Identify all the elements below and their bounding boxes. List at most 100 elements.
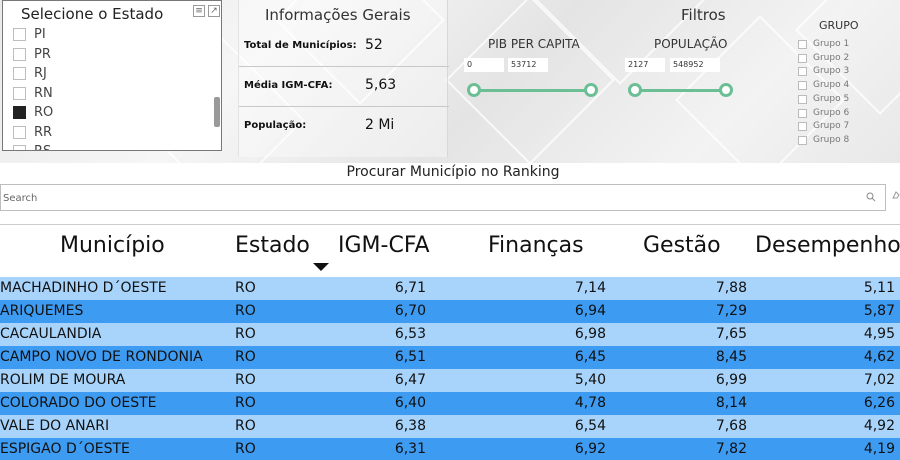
grupo-label: Grupo 7 [813,121,850,131]
info-panel: Informações Gerais Total de Municípios: … [238,0,449,157]
grupo-item-2[interactable]: Grupo 2 [798,53,849,63]
state-label: PR [34,46,51,62]
state-label: RJ [34,66,47,82]
filters-title: Filtros [681,6,726,24]
checkbox[interactable] [798,80,807,90]
info-value: 52 [365,37,383,53]
state-item-pr[interactable]: PR [13,45,213,65]
table-row[interactable]: MACHADINHO D´OESTE RO 6,71 7,14 7,88 5,1… [0,277,900,300]
state-item-ro[interactable]: RO [13,103,213,123]
checkbox-checked[interactable] [13,106,26,120]
state-list-scrollbar[interactable] [214,97,220,127]
checkbox[interactable] [798,39,807,49]
state-item-rs[interactable]: RS [13,142,213,150]
table-row[interactable]: COLORADO DO OESTE RO 6,40 4,78 8,14 6,26 [0,392,900,415]
state-slicer: Selecione o Estado ≡ ↗ PI PR RJ RN RO RR… [2,0,222,151]
table-row[interactable]: CAMPO NOVO DE RONDONIA RO 6,51 6,45 8,45… [0,346,900,369]
cell-desempenho: 7,02 [863,372,895,388]
header-gestao[interactable]: Gestão [643,233,721,258]
checkbox[interactable] [798,108,807,118]
checkbox[interactable] [798,66,807,76]
state-item-rr[interactable]: RR [13,123,213,143]
grupo-item-8[interactable]: Grupo 8 [798,135,849,145]
cell-financas: 6,94 [574,303,606,319]
info-value: 2 Mi [365,117,395,133]
cell-municipio: MACHADINHO D´OESTE [0,280,167,296]
cell-financas: 5,40 [574,372,606,388]
state-item-rj[interactable]: RJ [13,64,213,84]
sort-descending-icon[interactable] [313,263,329,271]
cell-municipio: CACAULANDIA [0,326,102,342]
pop-max-input[interactable]: 548952 [670,58,720,72]
header-estado[interactable]: Estado [235,233,310,258]
grupo-item-1[interactable]: Grupo 1 [798,39,849,49]
cell-desempenho: 4,62 [863,349,895,365]
pib-slider-track [474,89,592,92]
pib-max-input[interactable]: 53712 [508,58,548,72]
cell-desempenho: 6,26 [863,395,895,411]
pib-filter-label: PIB PER CAPITA [488,37,580,51]
table-row[interactable]: ARIQUEMES RO 6,70 6,94 7,29 5,87 [0,300,900,323]
cell-gestao: 7,82 [715,441,747,457]
checkbox[interactable] [798,135,807,145]
checkbox[interactable] [798,53,807,63]
cell-desempenho: 5,11 [863,280,895,296]
info-title: Informações Gerais [265,6,411,24]
clear-selection-icon[interactable]: ≡ [193,5,205,17]
table-row[interactable]: CACAULANDIA RO 6,53 6,98 7,65 4,95 [0,323,900,346]
header-desempenho[interactable]: Desempenho [755,233,900,258]
cell-gestao: 8,14 [715,395,747,411]
table-row[interactable]: VALE DO ANARI RO 6,38 6,54 7,68 4,92 [0,415,900,438]
cell-igm: 6,40 [394,395,426,411]
checkbox[interactable] [798,94,807,104]
cell-municipio: VALE DO ANARI [0,418,110,434]
pop-slider-min-handle[interactable] [628,83,642,97]
table-row[interactable]: ESPIGAO D´OESTE RO 6,31 6,92 7,82 4,19 [0,438,900,460]
pop-min-input[interactable]: 2127 [625,58,665,72]
cell-financas: 4,78 [574,395,606,411]
grupo-label: Grupo 6 [813,108,850,118]
focus-mode-icon[interactable]: ↗ [208,5,220,17]
grupo-item-5[interactable]: Grupo 5 [798,94,849,104]
search-icon[interactable] [866,192,876,202]
checkbox[interactable] [13,86,26,100]
header-municipio[interactable]: Município [60,233,165,258]
grupo-item-7[interactable]: Grupo 7 [798,121,849,131]
cell-gestao: 6,99 [715,372,747,388]
cell-municipio: ARIQUEMES [0,303,84,319]
checkbox[interactable] [798,121,807,131]
state-slicer-title: Selecione o Estado [21,5,164,23]
grupo-label: Grupo 2 [813,53,850,63]
pop-slider-track [635,89,727,92]
info-row-total: Total de Municípios: 52 [239,27,449,67]
cell-igm: 6,53 [394,326,426,342]
state-label: RO [34,105,54,121]
header-igm[interactable]: IGM-CFA [338,233,430,258]
eraser-icon[interactable] [892,190,900,200]
cell-desempenho: 4,92 [863,418,895,434]
state-item-pi[interactable]: PI [13,25,213,45]
cell-desempenho: 4,95 [863,326,895,342]
checkbox[interactable] [13,47,26,61]
pib-min-input[interactable]: 0 [464,58,504,72]
state-label: RS [34,144,51,150]
grupo-item-6[interactable]: Grupo 6 [798,108,849,118]
grupo-item-4[interactable]: Grupo 4 [798,80,849,90]
cell-gestao: 7,65 [715,326,747,342]
info-row-media: Média IGM-CFA: 5,63 [239,67,449,107]
checkbox[interactable] [13,145,26,150]
state-item-rn[interactable]: RN [13,84,213,104]
pop-slider-max-handle[interactable] [719,83,733,97]
info-label: População: [244,120,307,131]
cell-financas: 6,45 [574,349,606,365]
checkbox[interactable] [13,28,26,42]
search-input[interactable] [3,189,843,207]
header-financas[interactable]: Finanças [488,233,584,258]
checkbox[interactable] [13,67,26,81]
pib-slider-min-handle[interactable] [467,83,481,97]
pib-slider-max-handle[interactable] [584,83,598,97]
checkbox[interactable] [13,125,26,139]
grupo-item-3[interactable]: Grupo 3 [798,66,849,76]
grupo-label: Grupo 5 [813,94,850,104]
table-row[interactable]: ROLIM DE MOURA RO 6,47 5,40 6,99 7,02 [0,369,900,392]
